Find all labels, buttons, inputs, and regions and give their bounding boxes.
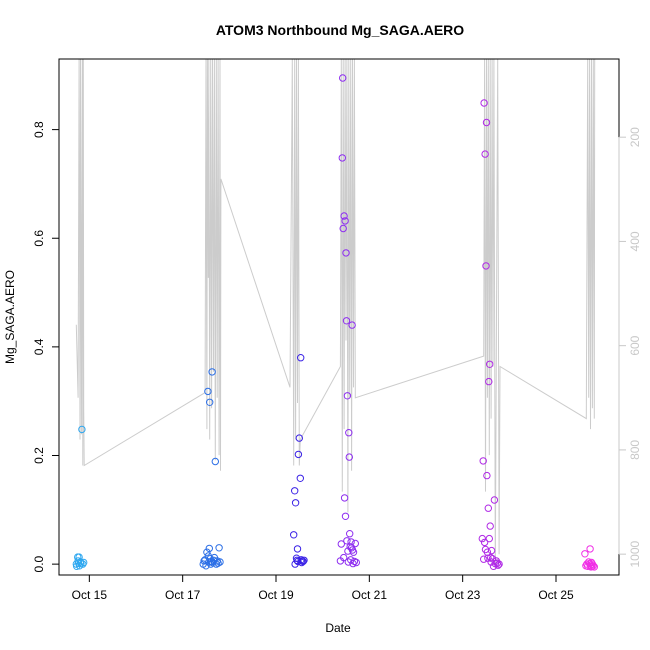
data-point bbox=[345, 453, 353, 461]
data-point bbox=[205, 544, 214, 553]
data-point bbox=[343, 392, 352, 400]
data-point bbox=[212, 560, 221, 568]
x-tick-label: Oct 17 bbox=[165, 588, 201, 602]
data-point bbox=[487, 546, 496, 555]
data-point bbox=[78, 425, 86, 434]
data-point bbox=[494, 561, 502, 569]
y-tick-label: 0.8 bbox=[32, 121, 46, 138]
data-point bbox=[337, 540, 345, 548]
data-point bbox=[345, 429, 353, 437]
data-point bbox=[483, 471, 491, 480]
data-point bbox=[290, 531, 298, 539]
data-point bbox=[340, 553, 348, 562]
data-point bbox=[349, 559, 357, 568]
data-point bbox=[349, 548, 358, 556]
data-point bbox=[346, 530, 354, 538]
background-series bbox=[75, 58, 596, 570]
chart-title: ATOM3 Northbound Mg_SAGA.AERO bbox=[216, 22, 464, 38]
data-point bbox=[208, 368, 216, 376]
data-point bbox=[214, 559, 222, 567]
data-point bbox=[206, 398, 214, 406]
data-point bbox=[490, 496, 499, 504]
x-tick-label: Oct 23 bbox=[445, 588, 481, 602]
right-tick-label: 400 bbox=[628, 231, 642, 251]
right-tick-label: 600 bbox=[628, 335, 642, 355]
data-point bbox=[352, 558, 360, 567]
data-point bbox=[341, 512, 350, 520]
y-tick-label: 0.2 bbox=[32, 447, 46, 464]
data-point bbox=[296, 474, 304, 482]
data-point bbox=[203, 548, 211, 556]
data-point bbox=[340, 494, 349, 502]
data-point bbox=[485, 377, 493, 386]
data-point bbox=[340, 212, 348, 220]
y-axis-label: Mg_SAGA.AERO bbox=[3, 270, 17, 364]
data-point bbox=[480, 99, 488, 107]
data-point bbox=[484, 504, 492, 512]
data-point bbox=[295, 434, 303, 442]
data-point bbox=[300, 556, 308, 564]
data-point bbox=[216, 558, 224, 566]
data-point bbox=[342, 317, 351, 325]
data-point bbox=[75, 553, 83, 561]
data-point bbox=[291, 487, 299, 495]
x-tick-label: Oct 21 bbox=[352, 588, 388, 602]
data-point bbox=[215, 544, 223, 552]
data-point bbox=[294, 450, 303, 459]
data-point bbox=[350, 557, 359, 566]
y-axis: 0.0 0.2 0.4 0.6 0.8 bbox=[32, 121, 60, 572]
data-point bbox=[495, 560, 503, 568]
data-point bbox=[211, 457, 220, 466]
data-point bbox=[348, 321, 356, 329]
data-point bbox=[480, 538, 489, 547]
data-point bbox=[293, 545, 302, 553]
data-point bbox=[79, 560, 87, 568]
right-tick-label: 200 bbox=[628, 127, 642, 147]
x-axis-label: Date bbox=[325, 621, 351, 635]
data-point bbox=[205, 558, 213, 566]
x-axis: Oct 15 Oct 17 Oct 19 Oct 21 Oct 23 Oct 25 bbox=[72, 574, 574, 602]
x-tick-label: Oct 25 bbox=[538, 588, 574, 602]
data-point bbox=[351, 539, 359, 548]
plot-frame bbox=[58, 58, 620, 576]
x-tick-label: Oct 19 bbox=[258, 588, 294, 602]
data-point bbox=[589, 562, 597, 570]
right-tick-label: 800 bbox=[628, 440, 642, 460]
data-point bbox=[486, 360, 494, 368]
data-point bbox=[482, 118, 491, 127]
y-tick-label: 0.0 bbox=[32, 555, 46, 572]
y-tick-label: 0.6 bbox=[32, 230, 46, 247]
data-point bbox=[478, 534, 486, 543]
data-point bbox=[487, 553, 495, 562]
data-point bbox=[586, 545, 594, 553]
data-point bbox=[482, 262, 490, 270]
right-tick-label: 1000 bbox=[628, 540, 642, 567]
data-point bbox=[341, 217, 349, 225]
data-point bbox=[481, 150, 489, 158]
data-point bbox=[297, 354, 305, 362]
data-point bbox=[339, 74, 347, 82]
right-axis: 200 400 600 800 1000 bbox=[618, 127, 642, 568]
data-point bbox=[339, 224, 347, 233]
data-point bbox=[480, 555, 488, 563]
data-point bbox=[479, 457, 487, 465]
data-point bbox=[590, 563, 598, 571]
data-point bbox=[299, 557, 307, 566]
data-point bbox=[204, 387, 212, 396]
background-series-line bbox=[75, 58, 596, 570]
data-point bbox=[80, 558, 88, 567]
data-point bbox=[297, 556, 305, 564]
data-point bbox=[485, 534, 493, 543]
data-point bbox=[343, 537, 351, 545]
data-point bbox=[486, 522, 494, 530]
x-tick-label: Oct 15 bbox=[72, 588, 108, 602]
data-point bbox=[291, 499, 300, 507]
data-point bbox=[342, 249, 350, 257]
data-point bbox=[338, 154, 346, 162]
y-tick-label: 0.4 bbox=[32, 338, 46, 355]
data-point bbox=[581, 550, 589, 558]
data-points bbox=[72, 74, 598, 571]
